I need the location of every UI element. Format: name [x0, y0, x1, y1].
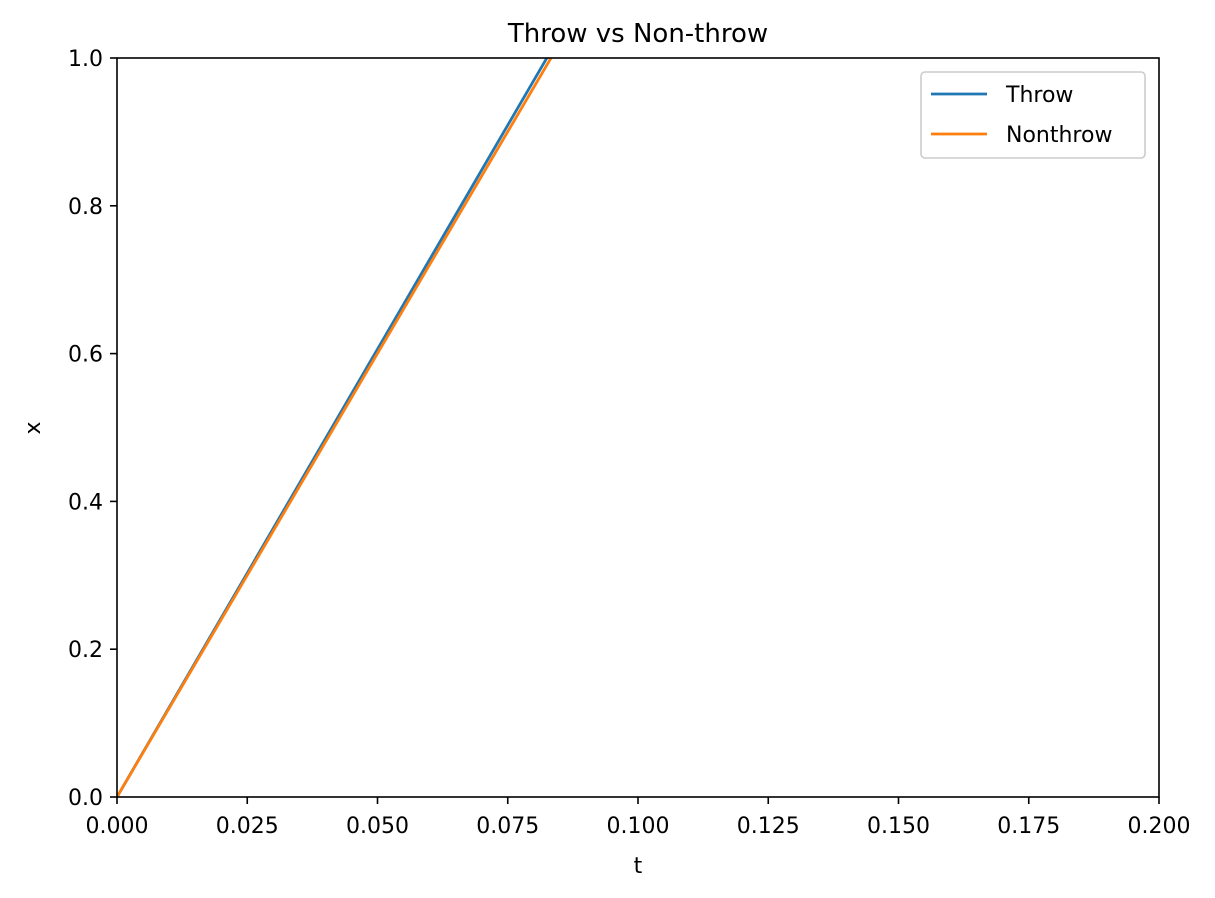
series-group [117, 58, 553, 797]
x-tick-label: 0.050 [346, 814, 409, 839]
x-tick-label: 0.100 [607, 814, 670, 839]
y-axis: 0.0 0.2 0.4 0.6 0.8 1.0 [68, 47, 117, 811]
x-tick-label: 0.150 [867, 814, 930, 839]
y-tick-label: 0.8 [68, 195, 103, 220]
x-tick-label: 0.200 [1128, 814, 1191, 839]
chart-title: Throw vs Non-throw [507, 19, 768, 49]
y-tick-label: 1.0 [68, 47, 103, 72]
x-tick-label: 0.175 [997, 814, 1060, 839]
y-tick-label: 0.2 [68, 638, 103, 663]
y-tick-label: 0.4 [68, 490, 103, 515]
legend-label-nonthrow: Nonthrow [1006, 123, 1112, 148]
legend-label-throw: Throw [1005, 83, 1073, 108]
legend: Throw Nonthrow [920, 71, 1146, 159]
x-axis-label: t [634, 854, 643, 879]
y-axis-label: x [21, 421, 46, 434]
series-line-nonthrow [117, 58, 553, 797]
x-tick-label: 0.075 [476, 814, 539, 839]
x-axis: 0.000 0.025 0.050 0.075 0.100 0.125 0.150 0.175… [86, 797, 1191, 839]
y-tick-label: 0.0 [68, 786, 103, 811]
x-tick-label: 0.000 [86, 814, 149, 839]
y-tick-label: 0.6 [68, 343, 103, 368]
x-tick-label: 0.125 [737, 814, 800, 839]
x-tick-label: 0.025 [216, 814, 279, 839]
